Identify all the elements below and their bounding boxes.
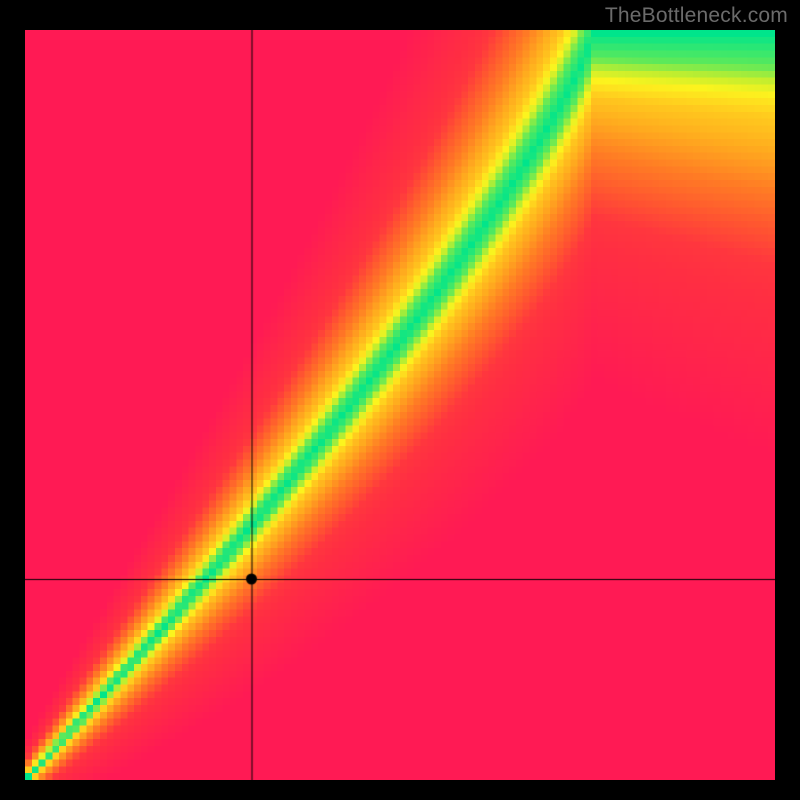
- chart-container: { "watermark": { "text": "TheBottleneck.…: [0, 0, 800, 800]
- bottleneck-heatmap: [25, 30, 775, 780]
- watermark-text: TheBottleneck.com: [605, 4, 788, 28]
